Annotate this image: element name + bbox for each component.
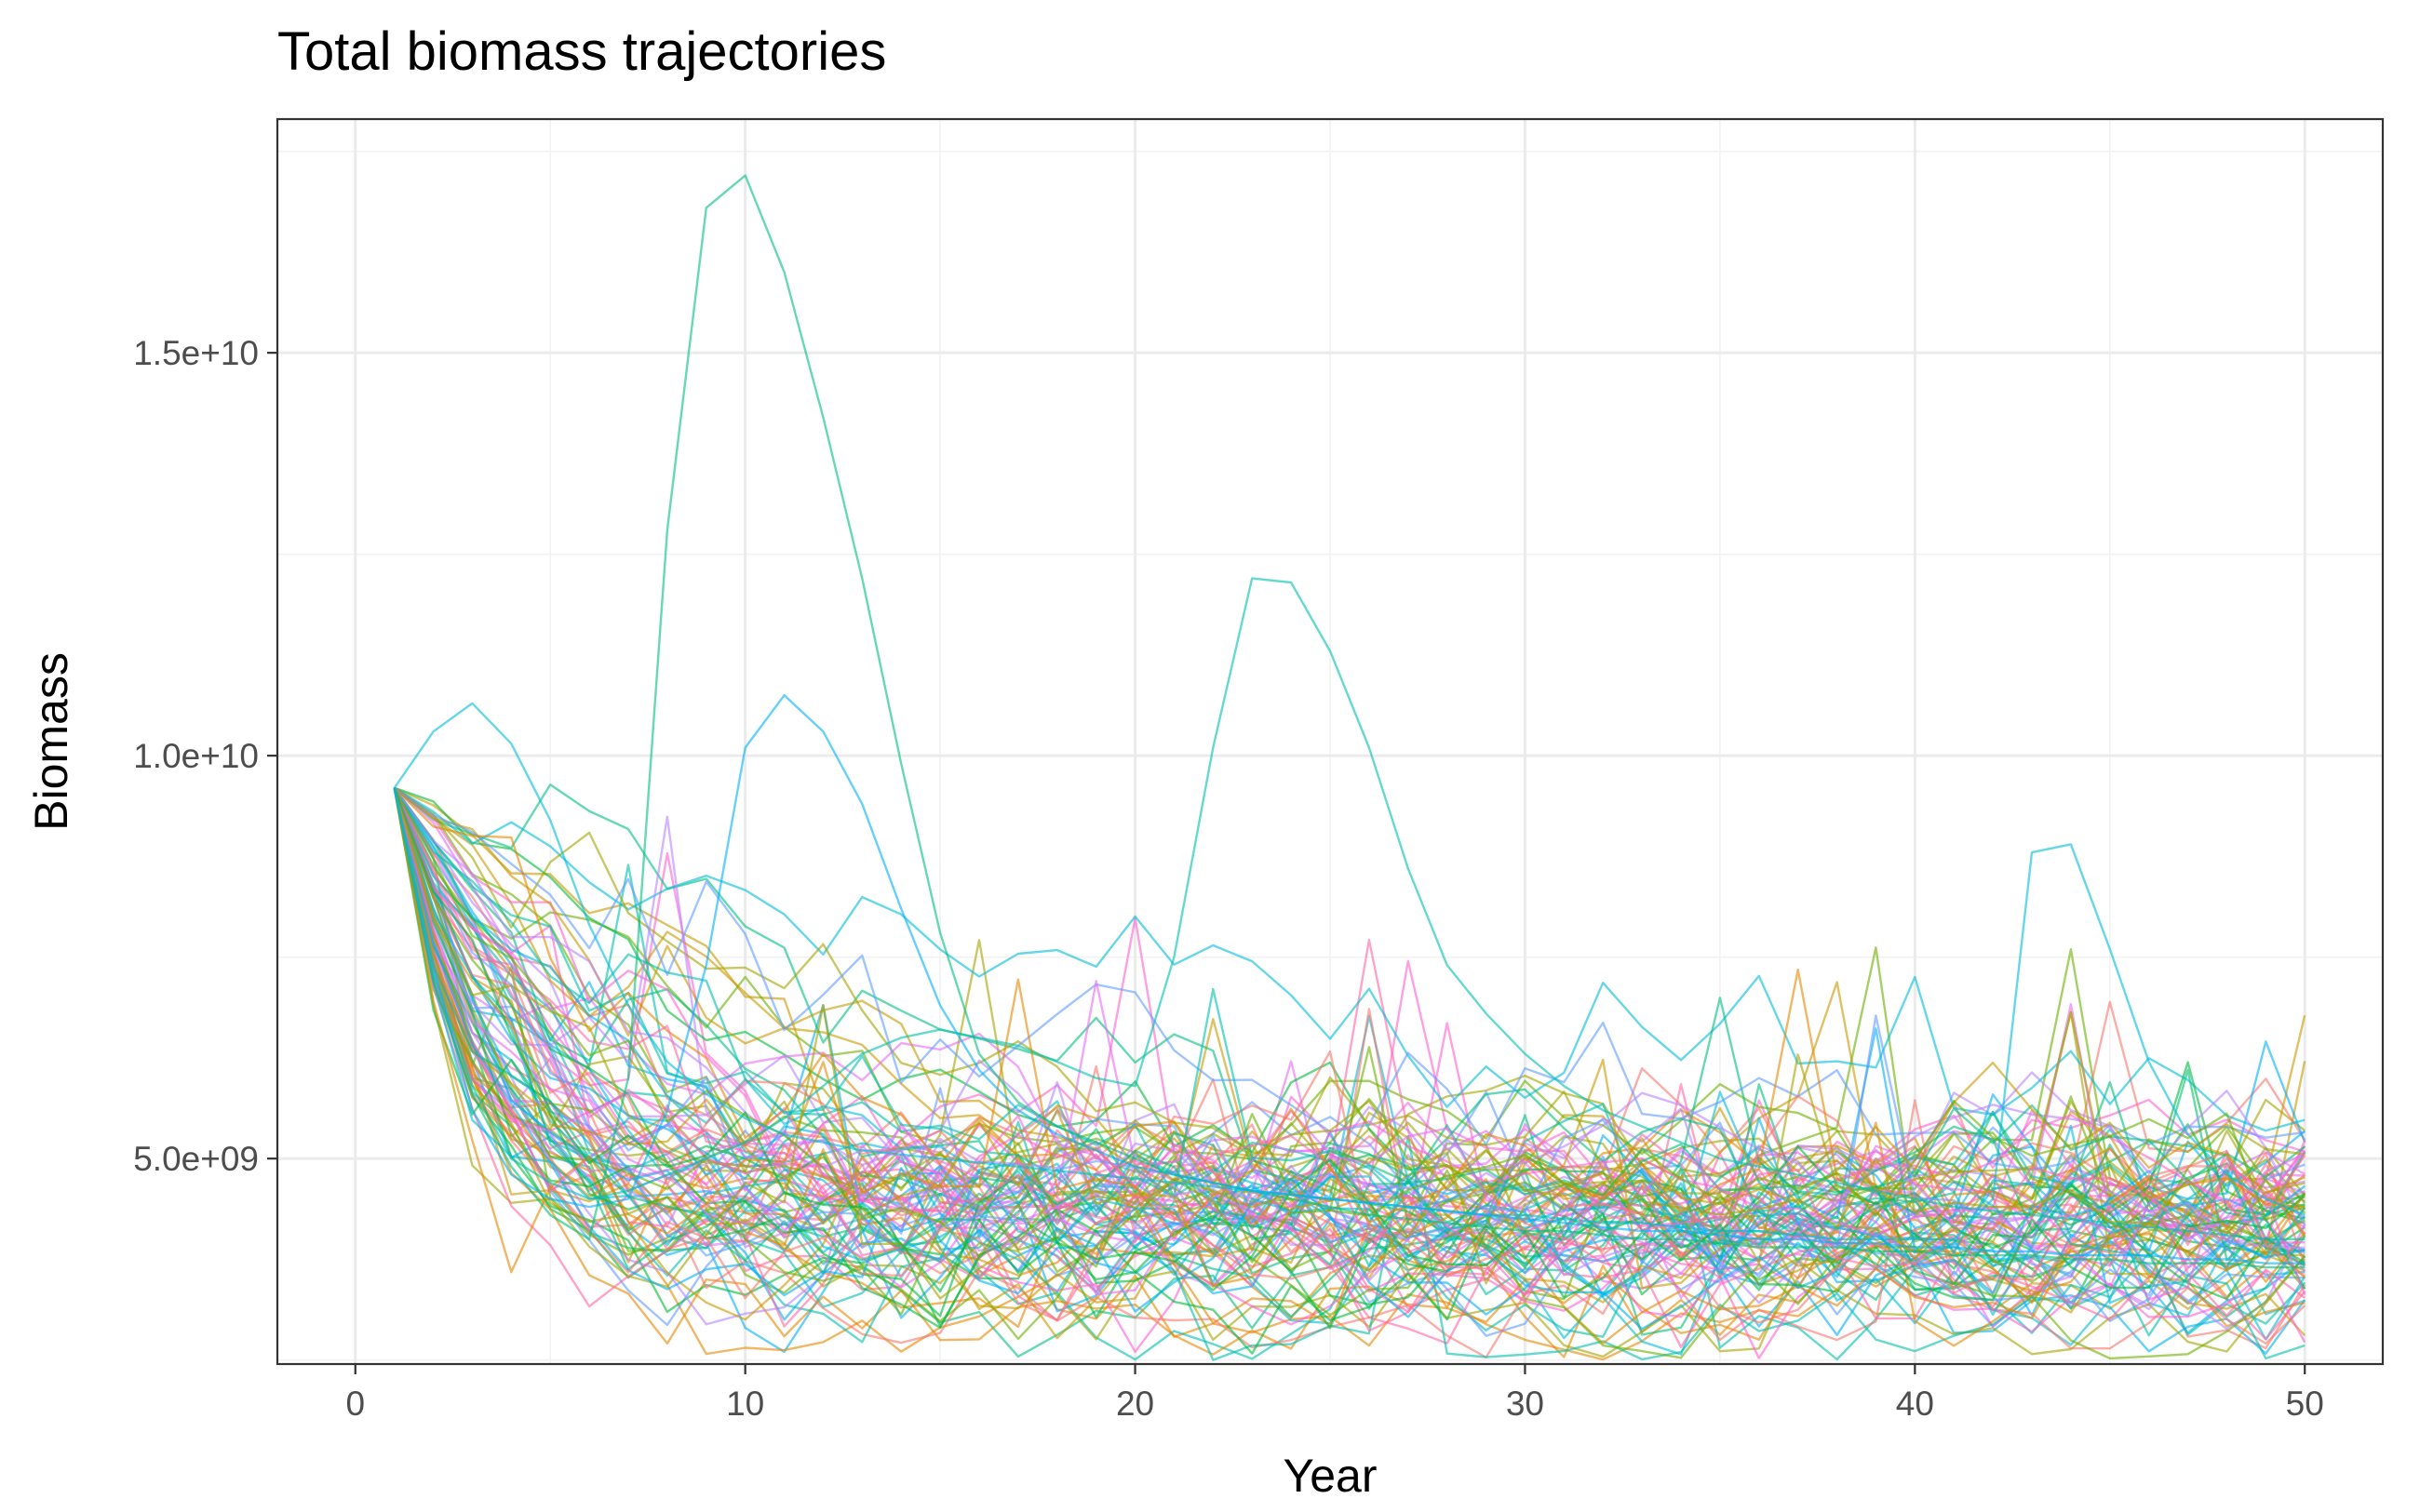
x-tick-label: 10 [726, 1385, 764, 1423]
series-line [393, 174, 2306, 1269]
series-line [393, 787, 2306, 1360]
series-line [393, 787, 2306, 1245]
series-line [393, 787, 2306, 1324]
x-tick-label: 40 [1896, 1385, 1934, 1423]
grid-lines [277, 119, 2383, 1364]
x-tick-label: 20 [1116, 1385, 1154, 1423]
y-tick-label: 5.0e+09 [133, 1140, 259, 1178]
series-line [393, 787, 2306, 1302]
y-tick-label: 1.5e+10 [133, 334, 259, 372]
series-line [393, 787, 2306, 1328]
x-axis-title: Year [1283, 1450, 1377, 1502]
series-line [393, 787, 2306, 1264]
series-line [393, 787, 2306, 1330]
series-line [393, 787, 2306, 1340]
series-line [393, 787, 2306, 1297]
series-line [393, 787, 2306, 1332]
series-line [394, 786, 2306, 1171]
series-line [393, 787, 2306, 1318]
series-line [393, 787, 2306, 1290]
series-lines [393, 174, 2306, 1361]
x-tick-label: 50 [2286, 1385, 2324, 1423]
series-line [393, 783, 2306, 1262]
series-line [393, 787, 2306, 1347]
series-line [393, 786, 2306, 1238]
plot-border [276, 117, 2385, 1366]
series-line [394, 786, 2306, 1278]
x-tick-label: 30 [1506, 1385, 1544, 1423]
x-axis: 0 10 20 30 40 50 [345, 1364, 2324, 1423]
x-tick-label: 0 [345, 1385, 365, 1423]
series-line [393, 787, 2306, 1289]
series-line [393, 787, 2306, 1296]
y-tick-label: 1.0e+10 [133, 737, 259, 775]
series-line [393, 694, 2306, 1264]
series-line [393, 577, 2306, 1241]
series-line [393, 787, 2306, 1204]
y-axis: 5.0e+09 1.0e+10 1.5e+10 [133, 334, 277, 1178]
series-line [393, 787, 2306, 1288]
series-line [393, 786, 2306, 1272]
series-line [393, 787, 2306, 1317]
series-line [393, 787, 2306, 1284]
series-line [393, 787, 2306, 1321]
chart-title: Total biomass trajectories [277, 21, 886, 82]
y-axis-title: Biomass [25, 652, 77, 831]
series-line [393, 787, 2306, 1358]
series-line [393, 787, 2306, 1274]
series-line [393, 787, 2306, 1282]
series-line [393, 787, 2306, 1359]
